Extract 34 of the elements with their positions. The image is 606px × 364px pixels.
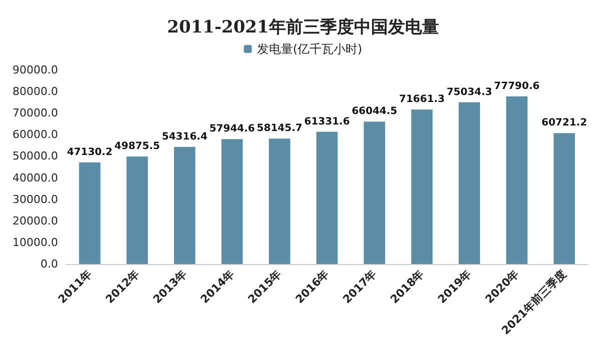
bar: [268, 138, 290, 264]
y-tick-label: 20000.0: [12, 214, 58, 228]
data-label: 60721.2: [542, 118, 588, 129]
y-tick-label: 90000.0: [12, 64, 58, 76]
y-tick-label: 0.0: [40, 258, 58, 270]
data-label: 77790.6: [494, 80, 540, 92]
bar: [411, 110, 433, 264]
data-label: 58145.7: [256, 123, 302, 134]
y-tick-label: 80000.0: [12, 85, 58, 98]
y-tick-label: 40000.0: [12, 171, 58, 184]
data-label: 49875.5: [114, 140, 160, 152]
bar: [79, 162, 100, 264]
bar: [126, 156, 148, 264]
y-tick-label: 60000.0: [12, 128, 58, 142]
data-label: 54316.4: [162, 131, 208, 142]
bar: [458, 102, 480, 264]
bar: [221, 139, 243, 264]
y-tick-label: 10000.0: [12, 236, 58, 249]
data-label: 47130.2: [66, 146, 113, 158]
chart-title: 2011-2021年前三季度中国发电量: [167, 18, 439, 38]
legend-label: 发电量(亿千瓦小时): [256, 42, 362, 56]
bar: [174, 146, 196, 264]
y-tick-label: 50000.0: [12, 150, 58, 163]
data-label: 71661.3: [399, 94, 445, 106]
data-label: 61331.6: [304, 116, 350, 128]
y-tick-label: 30000.0: [12, 192, 58, 206]
data-label: 75034.3: [446, 86, 492, 98]
bar: [554, 133, 575, 264]
data-label: 57944.6: [209, 124, 255, 135]
y-tick-label: 70000.0: [12, 106, 58, 120]
bar: [364, 122, 386, 264]
bar: [316, 132, 338, 264]
data-label: 66044.5: [352, 106, 398, 118]
bar: [506, 96, 528, 264]
